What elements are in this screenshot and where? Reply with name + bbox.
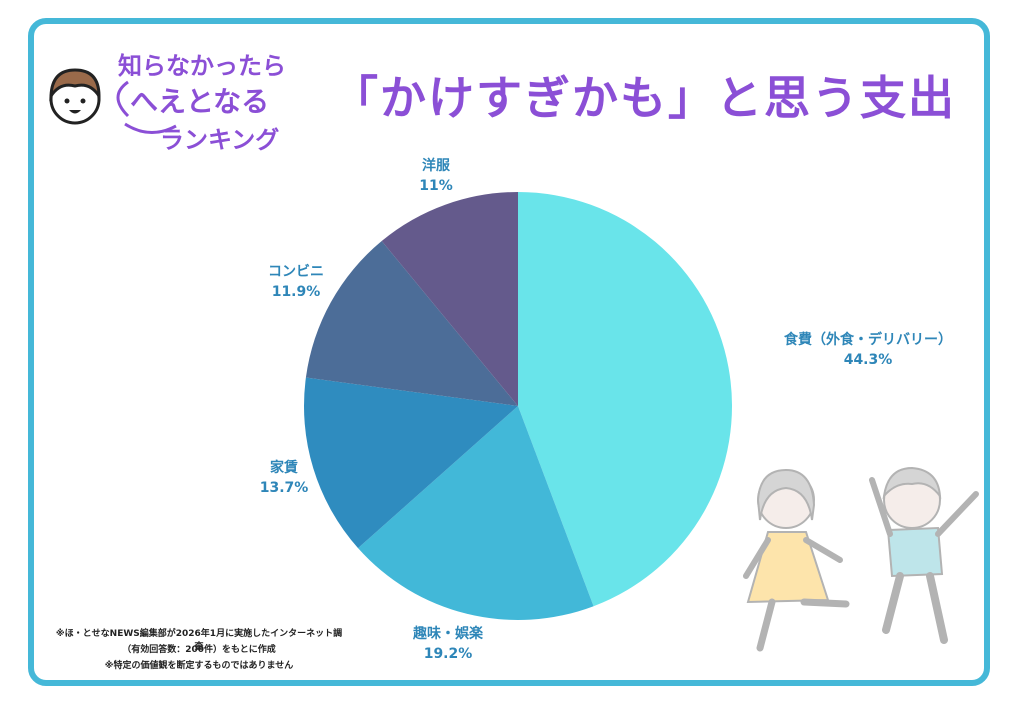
slice-label-rent: 家賃 13.7% — [260, 458, 309, 498]
slice-label-food-value: 44.3% — [843, 352, 893, 368]
pie-slice-hobby — [358, 406, 594, 620]
slice-label-convenience-value: 11.9% — [271, 284, 321, 300]
boy-face-icon — [49, 68, 101, 125]
pie-slice-convenience — [305, 241, 518, 406]
slice-label-hobby-name: 趣味・娯楽 — [413, 626, 483, 642]
slice-label-rent-name: 家賃 — [269, 460, 298, 476]
slice-label-rent-value: 13.7% — [259, 480, 309, 496]
slice-label-food: 食費（外食・デリバリー） 44.3% — [784, 330, 952, 370]
slice-label-clothes-value: 11% — [419, 178, 453, 194]
slice-label-clothes-name: 洋服 — [421, 158, 450, 174]
slice-label-hobby-value: 19.2% — [423, 646, 473, 662]
slice-label-food-name: 食費（外食・デリバリー） — [784, 332, 952, 348]
badge-line-1: 知らなかったら — [118, 52, 286, 80]
children-illustration — [743, 466, 979, 652]
pie-slice-food — [518, 192, 733, 607]
slice-label-convenience-name: コンビニ — [268, 264, 324, 280]
slice-label-hobby: 趣味・娯楽 19.2% — [413, 624, 483, 664]
footnote-line-1: ※ほ・とせなNEWS編集部が2026年1月に実施したインターネット調査 — [55, 629, 343, 652]
pie-slice-rent — [304, 377, 518, 549]
footnote-line-3: ※特定の価値観を断定するものではありません — [104, 661, 294, 671]
badge-line-2: へえとなる — [130, 85, 270, 118]
bracket-icon — [116, 80, 177, 134]
pie-slice-clothes — [381, 192, 518, 406]
badge-line-3: ランキング — [160, 126, 280, 154]
footnote-line-2: （有効回答数：200件）をもとに作成 — [122, 645, 276, 655]
slice-label-convenience: コンビニ 11.9% — [268, 262, 324, 302]
chart-title: 「かけすぎかも」と思う支出 — [332, 71, 956, 125]
slice-label-clothes: 洋服 11% — [419, 156, 453, 196]
